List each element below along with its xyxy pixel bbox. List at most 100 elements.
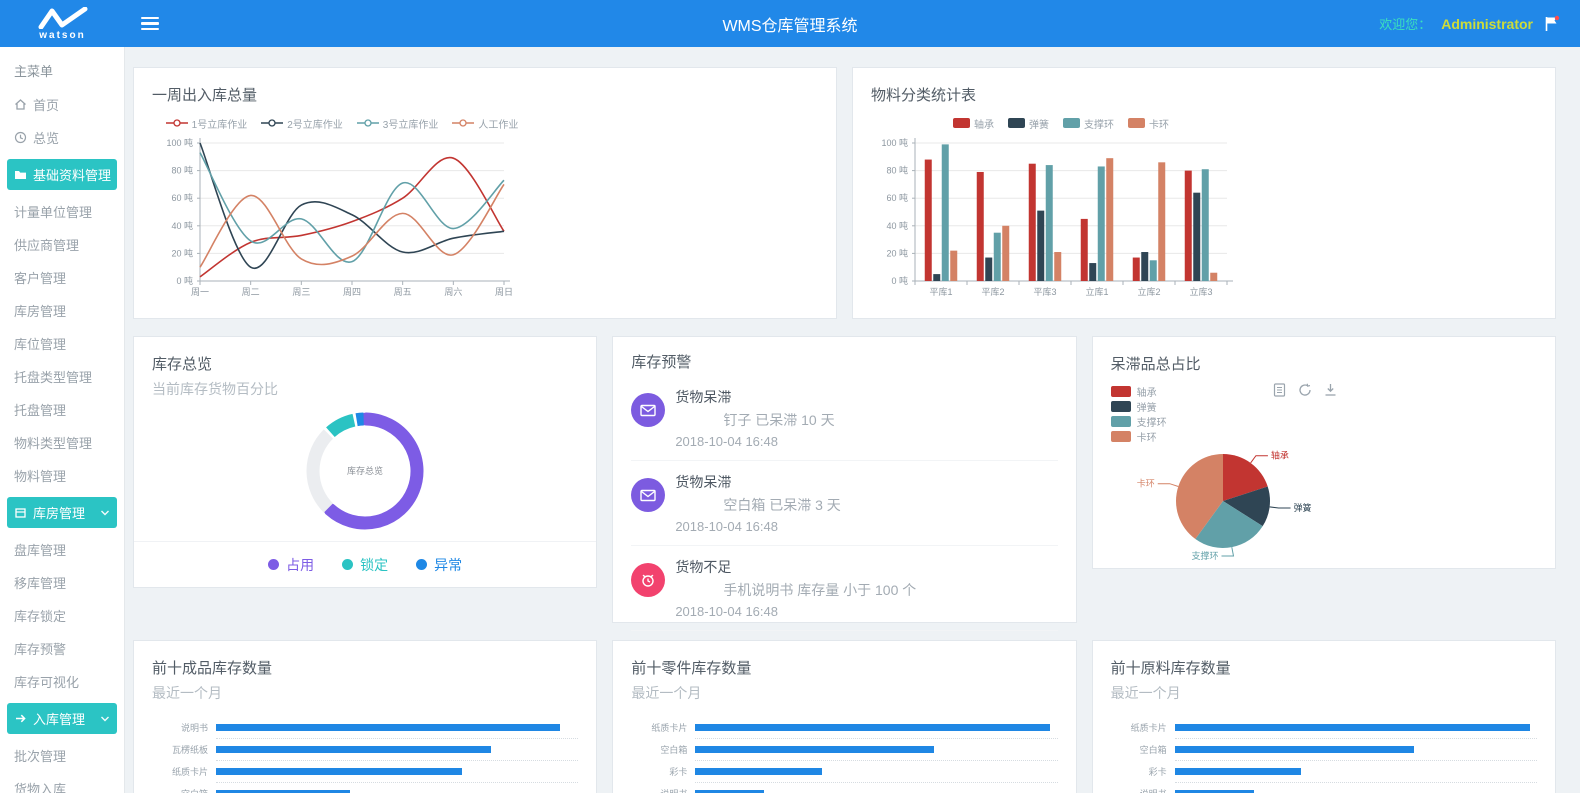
legend-item-卡环[interactable]: 卡环 bbox=[1110, 429, 1537, 444]
sidebar-item-入库管理[interactable]: 入库管理 bbox=[7, 703, 117, 734]
hbar-bar bbox=[216, 768, 463, 775]
sidebar-item-库存预警[interactable]: 库存预警 bbox=[0, 632, 124, 665]
brand-logo[interactable]: watson bbox=[0, 0, 125, 47]
hbar-bar bbox=[1174, 746, 1414, 753]
legend-swatch bbox=[1110, 416, 1131, 427]
legend-item-轴承[interactable]: 轴承 bbox=[953, 116, 994, 131]
sidebar-item-批次管理[interactable]: 批次管理 bbox=[0, 739, 124, 772]
alert-detail: 钉子 已呆滞 10 天 bbox=[723, 412, 835, 428]
legend-item-占用[interactable]: 占用 bbox=[268, 555, 314, 575]
data-view-icon[interactable] bbox=[1273, 383, 1286, 397]
svg-text:20 吨: 20 吨 bbox=[886, 247, 908, 258]
notification-flag-icon[interactable] bbox=[1543, 15, 1560, 32]
sidebar-item-label: 货物入库 bbox=[14, 782, 67, 793]
sidebar-item-物料类型管理[interactable]: 物料类型管理 bbox=[0, 426, 124, 459]
alert-type: 货物呆滞 bbox=[675, 389, 732, 405]
top-raw-bar-chart: 纸质卡片空白箱彩卡说明书 bbox=[1111, 717, 1537, 793]
alert-type: 货物呆滞 bbox=[675, 474, 732, 490]
sidebar-item-基础资料管理[interactable]: 基础资料管理 bbox=[7, 159, 117, 190]
legend-item-弹簧[interactable]: 弹簧 bbox=[1110, 399, 1537, 414]
sidebar-item-库房管理[interactable]: 库房管理 bbox=[7, 497, 117, 528]
hbar-row-纸质卡片: 纸质卡片 bbox=[152, 761, 579, 783]
sidebar-item-label: 物料类型管理 bbox=[14, 436, 93, 451]
svg-text:60 吨: 60 吨 bbox=[171, 192, 193, 203]
sidebar-item-库房管理[interactable]: 库房管理 bbox=[0, 294, 124, 327]
weekly-io-legend: 1号立库作业 2号立库作业 3号立库作业 人工作业 bbox=[152, 115, 532, 131]
legend-item-异常[interactable]: 异常 bbox=[416, 555, 462, 575]
sidebar-item-供应商管理[interactable]: 供应商管理 bbox=[0, 228, 124, 261]
hbar-label: 纸质卡片 bbox=[651, 723, 688, 733]
legend-item-锁定[interactable]: 锁定 bbox=[342, 555, 388, 575]
svg-text:20 吨: 20 吨 bbox=[171, 247, 193, 258]
svg-text:40 吨: 40 吨 bbox=[171, 220, 193, 231]
svg-text:立库1: 立库1 bbox=[1085, 286, 1108, 297]
sidebar-item-物料管理[interactable]: 物料管理 bbox=[0, 459, 124, 492]
hbar-label: 说明书 bbox=[631, 783, 695, 793]
sidebar-item-label: 供应商管理 bbox=[14, 238, 80, 253]
legend-item-轴承[interactable]: 轴承 bbox=[1110, 384, 1537, 399]
legend-line-marker bbox=[356, 119, 379, 127]
card-subtitle-top-finished: 最近一个月 bbox=[152, 685, 222, 701]
svg-text:弹簧: 弹簧 bbox=[1293, 502, 1311, 513]
sidebar-item-货物入库[interactable]: 货物入库 bbox=[0, 772, 124, 793]
envelope-icon bbox=[631, 393, 666, 427]
legend-item-弹簧[interactable]: 弹簧 bbox=[1008, 116, 1049, 131]
legend-dot bbox=[342, 559, 354, 570]
download-icon[interactable] bbox=[1324, 383, 1337, 397]
sidebar-item-计量单位管理[interactable]: 计量单位管理 bbox=[0, 195, 124, 228]
sidebar-item-总览[interactable]: 总览 bbox=[0, 121, 124, 154]
hbar-label: 纸质卡片 bbox=[171, 767, 208, 777]
sidebar-item-盘库管理[interactable]: 盘库管理 bbox=[0, 533, 124, 566]
svg-text:周六: 周六 bbox=[444, 286, 462, 297]
alert-detail: 空白箱 已呆滞 3 天 bbox=[723, 497, 841, 513]
card-title-inventory-alerts: 库存预警 bbox=[631, 354, 692, 371]
username[interactable]: Administrator bbox=[1441, 15, 1533, 32]
legend-item-1号立库作业[interactable]: 1号立库作业 bbox=[165, 116, 247, 131]
material-stats-legend: 轴承 弹簧 支撑环 卡环 bbox=[871, 115, 1251, 131]
sidebar-item-库存可视化[interactable]: 库存可视化 bbox=[0, 665, 124, 698]
legend-item-支撑环[interactable]: 支撑环 bbox=[1110, 414, 1537, 429]
hbar-bar bbox=[695, 768, 823, 775]
sidebar-item-托盘类型管理[interactable]: 托盘类型管理 bbox=[0, 360, 124, 393]
sidebar-section-label: 主菜单 bbox=[14, 64, 54, 79]
hbar-label: 彩卡 bbox=[1148, 767, 1167, 777]
card-subtitle-inventory-overview: 当前库存货物百分比 bbox=[152, 381, 278, 397]
legend-dot bbox=[416, 559, 428, 570]
sidebar-item-库存锁定[interactable]: 库存锁定 bbox=[0, 599, 124, 632]
menu-toggle-button[interactable] bbox=[137, 10, 163, 38]
svg-text:立库3: 立库3 bbox=[1189, 286, 1212, 297]
svg-text:周三: 周三 bbox=[292, 287, 310, 297]
legend-item-卡环[interactable]: 卡环 bbox=[1128, 116, 1169, 131]
overview-icon bbox=[14, 131, 27, 144]
card-top-raw: 前十原料库存数量 最近一个月 纸质卡片空白箱彩卡说明书 bbox=[1091, 640, 1556, 793]
hbar-row-纸质卡片: 纸质卡片 bbox=[1111, 717, 1537, 739]
watson-logo-icon bbox=[38, 6, 87, 29]
sidebar-item-客户管理[interactable]: 客户管理 bbox=[0, 261, 124, 294]
sidebar-item-库位管理[interactable]: 库位管理 bbox=[0, 327, 124, 360]
sidebar-item-托盘管理[interactable]: 托盘管理 bbox=[0, 393, 124, 426]
svg-text:卡环: 卡环 bbox=[1136, 478, 1154, 489]
chevron-down-icon bbox=[100, 714, 110, 723]
svg-text:周四: 周四 bbox=[343, 287, 361, 297]
sidebar-item-label: 托盘管理 bbox=[14, 403, 67, 418]
sidebar-item-移库管理[interactable]: 移库管理 bbox=[0, 566, 124, 599]
sidebar-item-label: 库存预警 bbox=[14, 642, 67, 657]
inventory-donut-legend: 占用 锁定 异常 bbox=[134, 541, 597, 587]
card-title-stagnant-share: 呆滞品总占比 bbox=[1110, 356, 1201, 373]
legend-item-人工作业[interactable]: 人工作业 bbox=[452, 116, 518, 131]
legend-item-支撑环[interactable]: 支撑环 bbox=[1063, 116, 1114, 131]
sidebar-item-首页[interactable]: 首页 bbox=[0, 88, 124, 121]
sidebar-item-label: 首页 bbox=[33, 98, 60, 113]
sidebar-item-label: 库存可视化 bbox=[14, 675, 80, 690]
legend-dot bbox=[268, 559, 280, 570]
legend-line-marker bbox=[165, 119, 188, 127]
svg-text:0 吨: 0 吨 bbox=[891, 275, 908, 286]
legend-item-2号立库作业[interactable]: 2号立库作业 bbox=[261, 116, 343, 131]
svg-text:40 吨: 40 吨 bbox=[886, 220, 908, 231]
svg-text:周一: 周一 bbox=[191, 287, 209, 297]
restore-icon[interactable] bbox=[1298, 383, 1312, 397]
legend-item-3号立库作业[interactable]: 3号立库作业 bbox=[356, 116, 438, 131]
svg-text:周日: 周日 bbox=[495, 287, 513, 297]
hbar-bar bbox=[216, 790, 351, 793]
legend-swatch bbox=[1110, 401, 1131, 412]
